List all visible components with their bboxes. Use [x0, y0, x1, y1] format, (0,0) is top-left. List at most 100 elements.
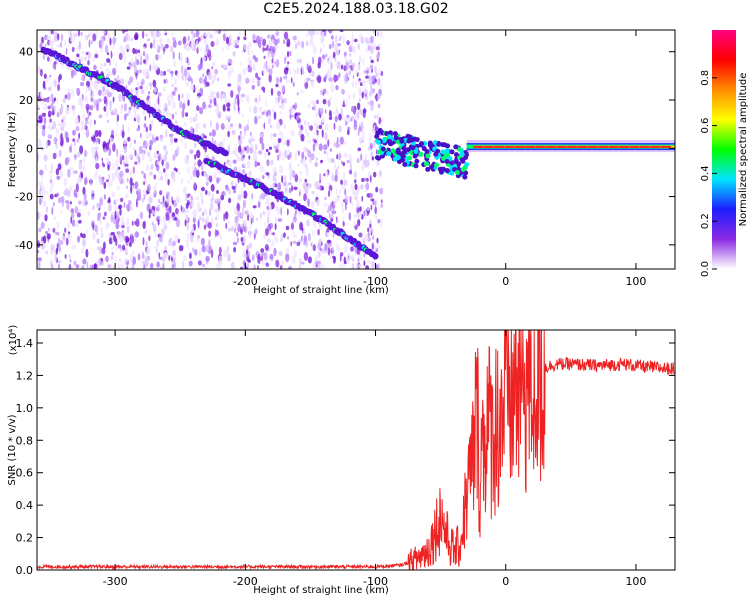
noise-speckle [173, 59, 177, 68]
noise-speckle [224, 211, 229, 220]
noise-speckle [92, 231, 96, 241]
noise-speckle [321, 37, 324, 42]
noise-speckle [336, 60, 341, 70]
noise-speckle [162, 195, 165, 203]
noise-speckle [186, 42, 191, 47]
noise-speckle [171, 266, 175, 269]
noise-speckle [107, 148, 110, 157]
noise-speckle [145, 68, 150, 78]
noise-speckle [94, 224, 98, 232]
noise-speckle [92, 57, 96, 62]
noise-speckle [234, 96, 237, 105]
noise-speckle [156, 32, 162, 37]
noise-speckle [269, 52, 272, 59]
noise-speckle [156, 266, 159, 269]
noise-speckle [353, 121, 358, 130]
noise-speckle [107, 203, 112, 212]
noise-speckle [333, 111, 336, 116]
noise-speckle [120, 107, 123, 114]
noise-speckle [149, 64, 152, 72]
noise-speckle [351, 80, 355, 89]
carrier-peak [650, 145, 661, 148]
noise-speckle [310, 100, 315, 104]
noise-speckle [143, 194, 146, 200]
noise-speckle [115, 170, 119, 178]
noise-speckle [210, 41, 215, 47]
noise-speckle [347, 129, 350, 136]
noise-speckle [210, 249, 214, 258]
noise-speckle [233, 227, 237, 234]
noise-speckle [275, 216, 278, 223]
noise-speckle [351, 263, 355, 269]
noise-speckle [373, 171, 377, 178]
noise-speckle [256, 80, 261, 87]
noise-speckle [303, 121, 307, 126]
noise-speckle [269, 113, 272, 118]
noise-speckle [48, 96, 52, 102]
noise-speckle [155, 240, 159, 246]
noise-speckle [302, 182, 307, 190]
noise-speckle [263, 152, 267, 159]
noise-speckle [70, 166, 73, 171]
noise-speckle [174, 235, 178, 240]
noise-speckle [57, 83, 60, 92]
noise-speckle [63, 177, 68, 187]
noise-speckle [186, 232, 190, 242]
noise-speckle [87, 33, 90, 38]
noise-speckle [209, 120, 212, 128]
noise-speckle [154, 245, 158, 250]
noise-speckle [217, 30, 220, 35]
noise-speckle [249, 212, 254, 219]
noise-speckle [258, 115, 261, 120]
noise-speckle [357, 219, 361, 227]
noise-speckle [278, 81, 281, 89]
x-tick-label: -300 [103, 575, 128, 588]
noise-speckle [179, 100, 183, 109]
noise-speckle [115, 159, 119, 166]
noise-speckle [54, 105, 56, 114]
noise-speckle [212, 74, 217, 82]
noise-speckle [271, 240, 275, 247]
noise-speckle [209, 208, 212, 217]
noise-speckle [99, 178, 103, 186]
noise-speckle [162, 86, 166, 92]
noise-speckle [370, 82, 373, 90]
noise-speckle [300, 90, 305, 94]
noise-speckle [146, 183, 151, 192]
noise-speckle [104, 68, 110, 72]
noise-speckle [231, 225, 234, 232]
colorbar-tick-label: 0.6 [700, 118, 711, 134]
noise-speckle [172, 240, 176, 247]
x-tick-label: 100 [625, 575, 646, 588]
noise-speckle [139, 61, 143, 65]
noise-speckle [75, 264, 80, 269]
y-axis-scale-note: (x10⁴) [8, 325, 19, 356]
noise-speckle [327, 68, 332, 77]
noise-speckle [206, 174, 210, 182]
noise-speckle [91, 133, 94, 138]
noise-speckle [292, 35, 297, 41]
noise-speckle [143, 123, 147, 128]
noise-speckle [277, 154, 280, 161]
noise-speckle [65, 106, 70, 116]
transition-blob [376, 149, 382, 155]
noise-speckle [287, 149, 290, 153]
noise-speckle [348, 211, 352, 221]
transition-blob [425, 166, 431, 172]
noise-speckle [331, 40, 335, 49]
noise-speckle [152, 79, 157, 88]
noise-speckle [161, 159, 164, 166]
noise-speckle [162, 262, 165, 269]
carrier-peak [473, 145, 484, 148]
noise-speckle [56, 110, 59, 117]
noise-speckle [65, 237, 69, 246]
noise-speckle [266, 111, 269, 118]
noise-speckle [288, 266, 292, 269]
noise-speckle [251, 138, 256, 142]
noise-speckle [202, 211, 204, 217]
noise-speckle [293, 250, 298, 258]
noise-speckle [249, 147, 253, 154]
noise-speckle [208, 191, 211, 197]
transition-blob [436, 141, 442, 147]
noise-speckle [166, 69, 172, 73]
